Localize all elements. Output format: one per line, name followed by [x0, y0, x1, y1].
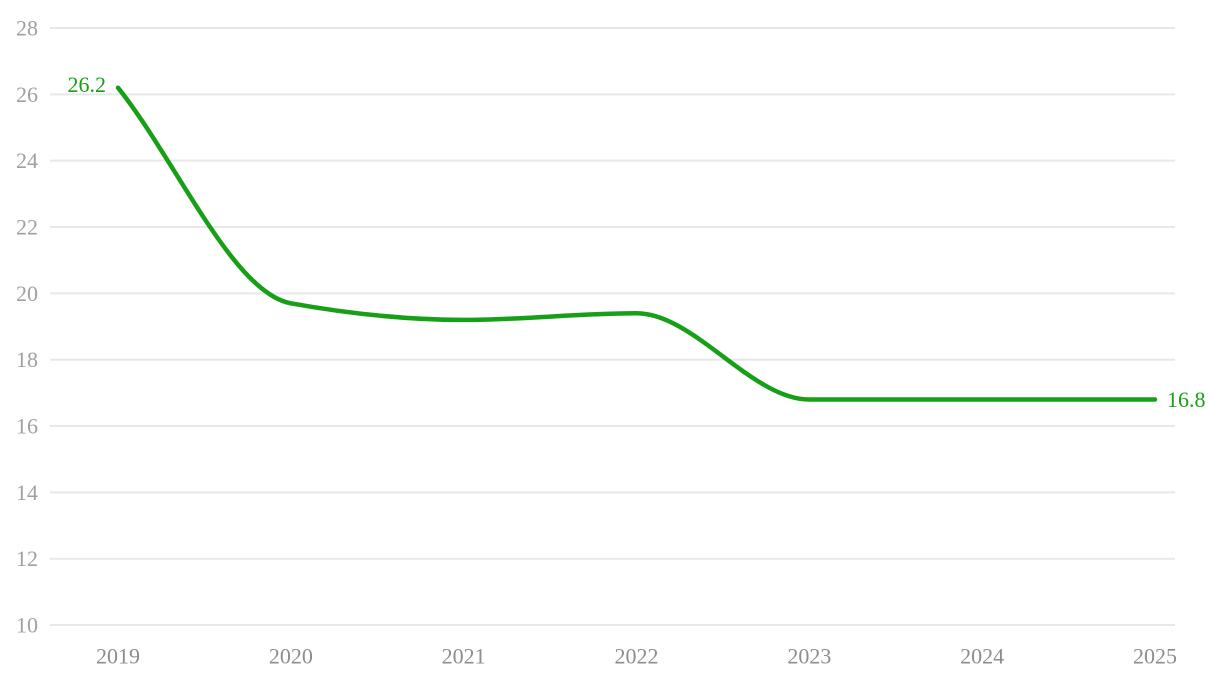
y-axis-tick-label: 26: [16, 82, 38, 107]
x-axis-tick-label: 2024: [960, 644, 1004, 669]
y-axis-tick-label: 14: [16, 480, 38, 505]
y-axis-tick-label: 12: [16, 546, 38, 571]
y-axis-tick-label: 22: [16, 215, 38, 240]
first-point-value-label: 26.2: [68, 72, 107, 97]
x-axis-tick-label: 2023: [787, 644, 831, 669]
x-axis-tick-label: 2021: [442, 644, 486, 669]
x-axis-tick-label: 2020: [269, 644, 313, 669]
data-series-line: [115, 85, 1158, 402]
x-axis-tick-label: 2019: [96, 644, 140, 669]
x-axis-tick-label: 2022: [615, 644, 659, 669]
y-axis-tick-label: 16: [16, 414, 38, 439]
y-axis-tick-label: 20: [16, 281, 38, 306]
last-point-value-label: 16.8: [1167, 387, 1206, 412]
y-axis-tick-label: 10: [16, 613, 38, 638]
x-axis-tick-label: 2025: [1133, 644, 1177, 669]
y-axis-tick-label: 18: [16, 347, 38, 372]
y-axis-tick-label: 28: [16, 16, 38, 41]
y-axis-tick-label: 24: [16, 148, 38, 173]
